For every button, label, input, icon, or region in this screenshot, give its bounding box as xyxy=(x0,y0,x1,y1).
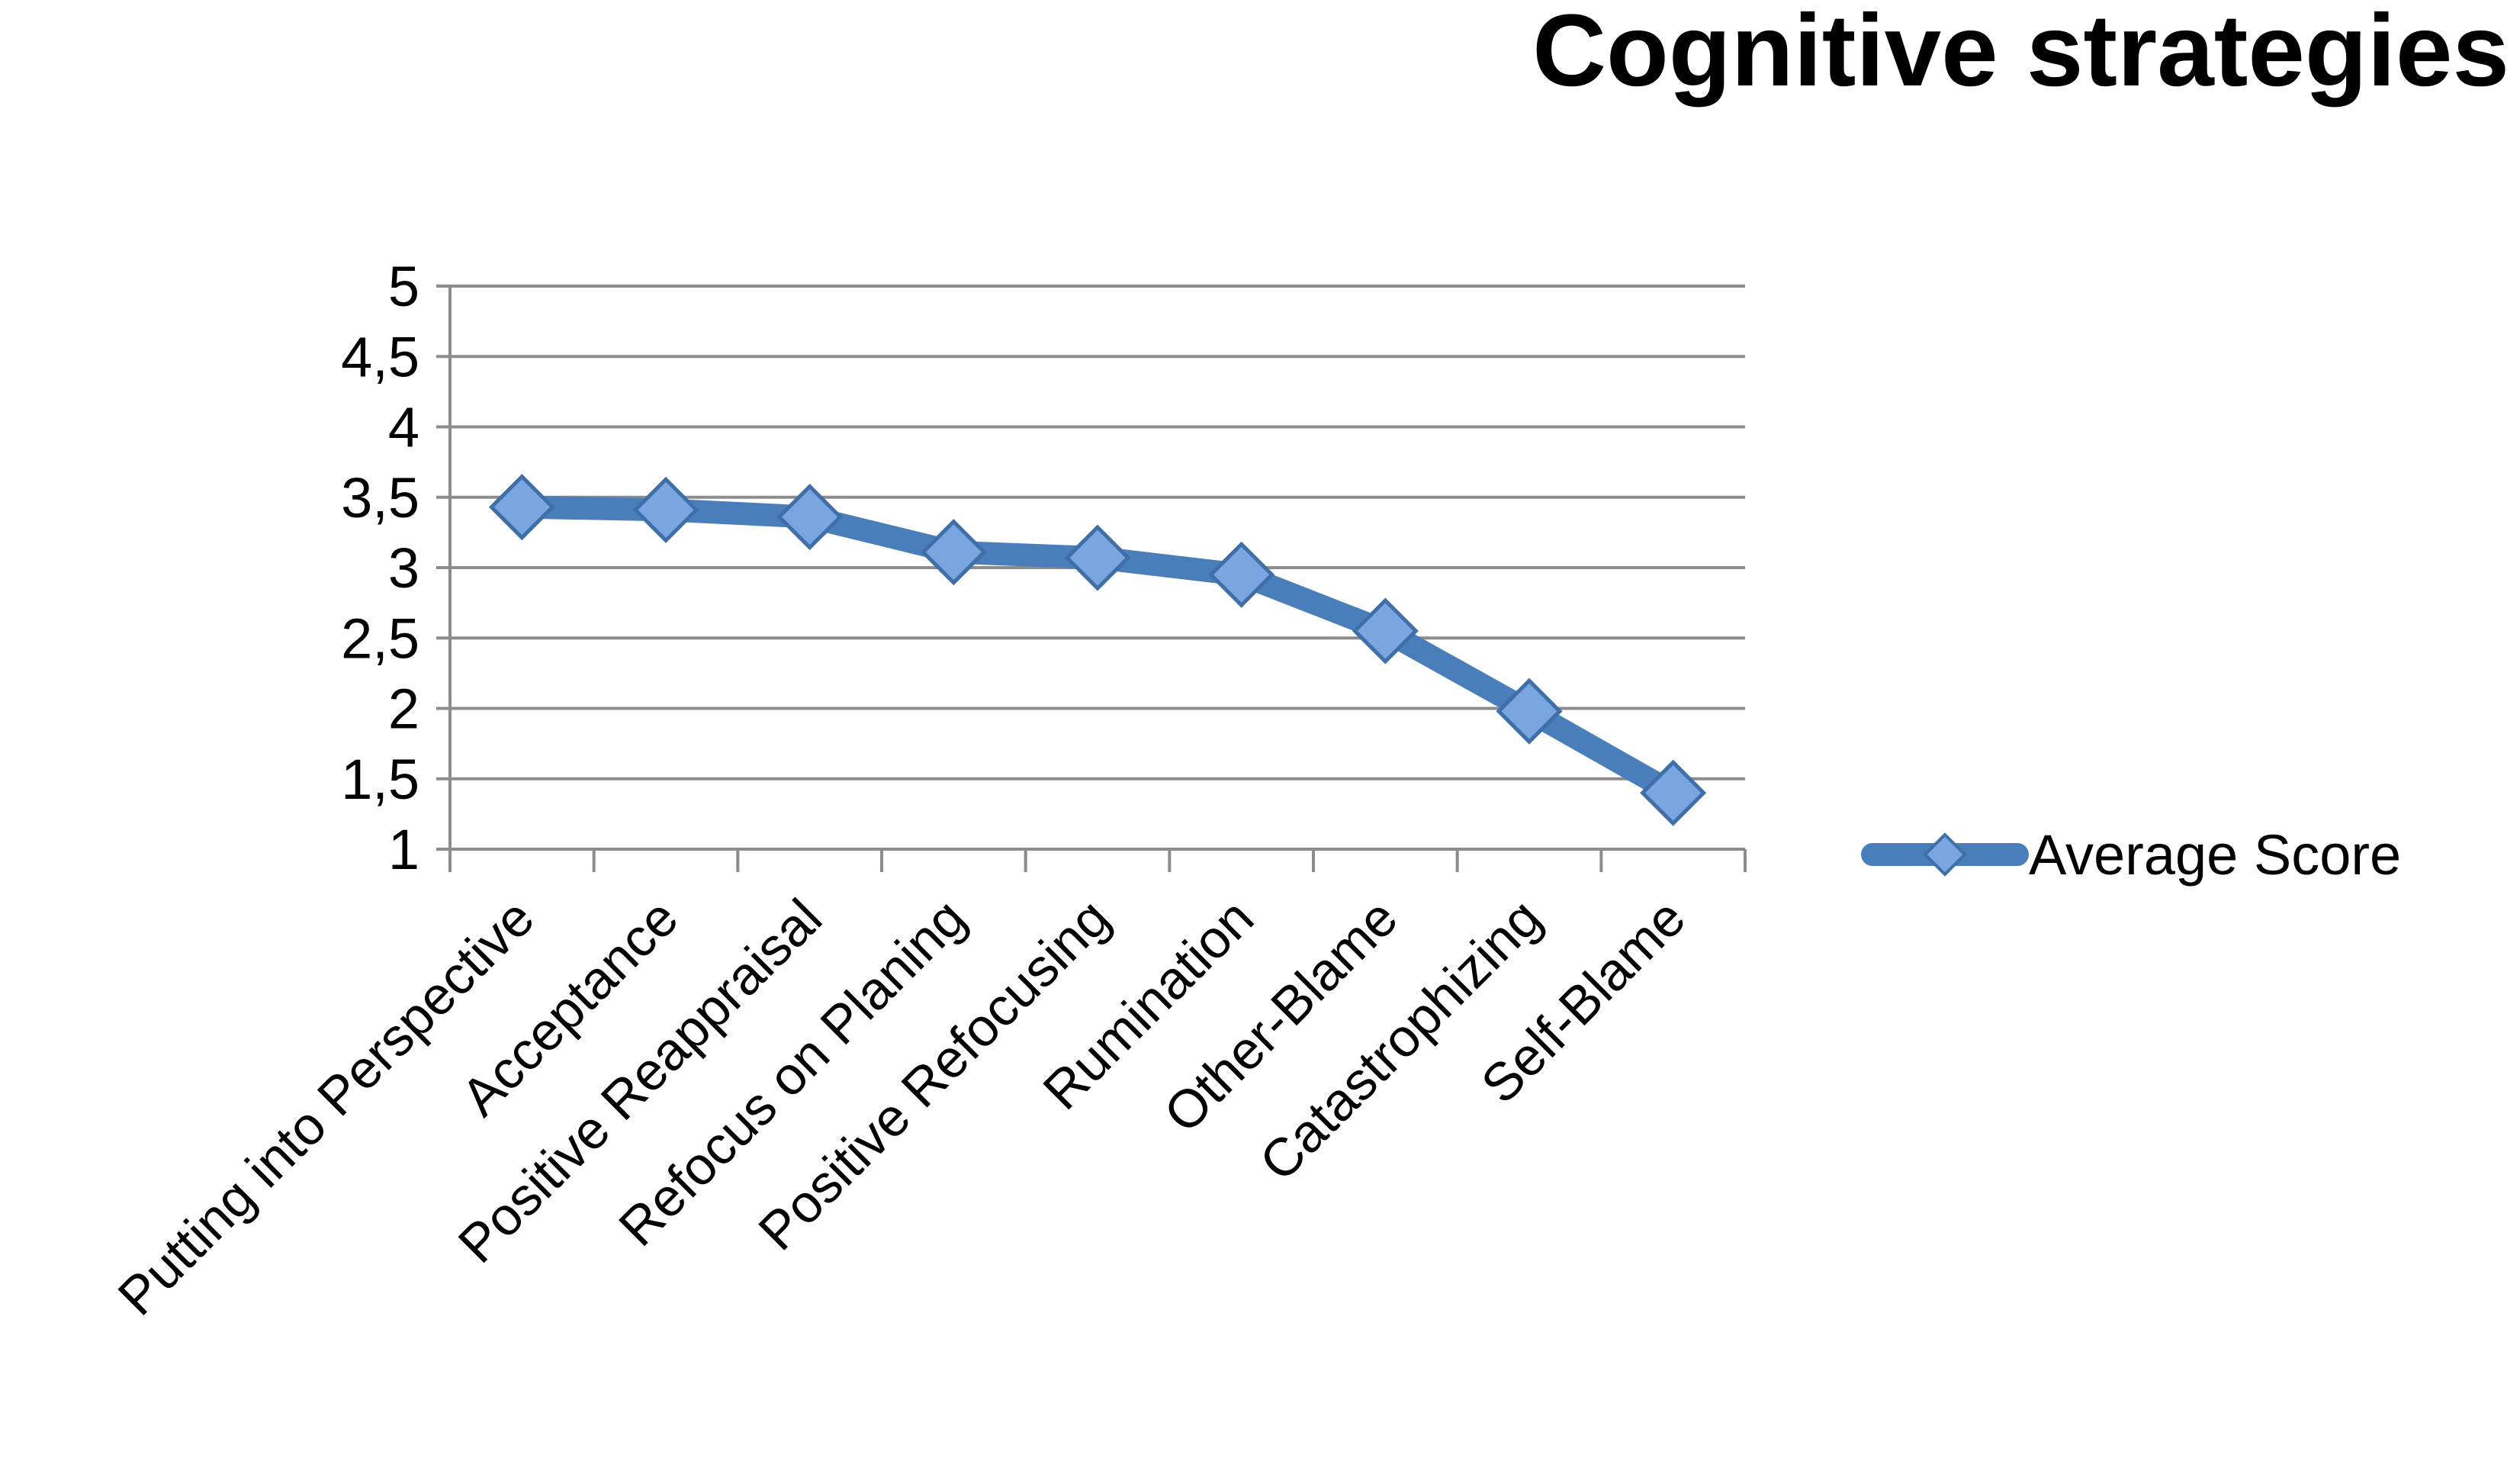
data-point-marker xyxy=(920,519,987,586)
y-tick-label: 2 xyxy=(388,678,419,741)
y-tick-label: 2,5 xyxy=(341,607,419,670)
y-tick-label: 1,5 xyxy=(341,748,419,811)
data-point-marker xyxy=(1496,678,1563,745)
y-tick-label: 3 xyxy=(388,536,419,600)
legend: Average Score xyxy=(1861,823,2401,887)
y-tick-label: 4,5 xyxy=(341,325,419,388)
y-tick-label: 1 xyxy=(388,818,419,881)
data-point-marker xyxy=(488,474,555,541)
axes xyxy=(436,285,1747,872)
y-tick-label: 5 xyxy=(388,255,419,318)
y-axis-ticks: 1 1,5 2 2,5 3 3,5 4 4,5 5 xyxy=(341,255,419,881)
data-point-marker xyxy=(1208,541,1275,608)
legend-label: Average Score xyxy=(2029,823,2401,887)
y-tick-label: 4 xyxy=(388,396,419,459)
legend-marker-swatch xyxy=(1923,832,1967,877)
series-average-score xyxy=(488,474,1707,826)
y-tick-label: 3,5 xyxy=(341,466,419,529)
data-point-marker xyxy=(1064,524,1131,591)
x-axis-ticks: Putting into PerspectiveAcceptancePositi… xyxy=(107,887,1697,1326)
data-point-marker xyxy=(632,476,699,543)
chart-title: Cognitive strategies xyxy=(1532,0,2509,108)
data-point-marker xyxy=(1640,759,1707,826)
data-point-marker xyxy=(776,484,844,551)
data-point-marker xyxy=(1352,597,1419,665)
